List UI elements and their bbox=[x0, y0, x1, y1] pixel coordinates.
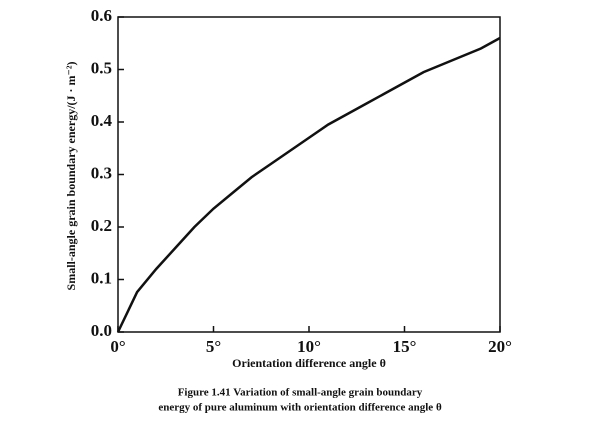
x-tick-label: 5° bbox=[206, 337, 221, 356]
y-tick-label: 0.5 bbox=[91, 58, 112, 77]
y-tick-label: 0.3 bbox=[91, 163, 112, 182]
x-tick-label: 15° bbox=[393, 337, 417, 356]
x-tick-label: 0° bbox=[110, 337, 125, 356]
x-tick-label: 10° bbox=[297, 337, 321, 356]
y-axis-label: Small-angle grain boundary energy/(J · m… bbox=[64, 62, 78, 291]
y-tick-label: 0.4 bbox=[91, 111, 113, 130]
x-tick-label: 20° bbox=[488, 337, 512, 356]
caption: Figure 1.41 Variation of small-angle gra… bbox=[178, 387, 423, 399]
y-tick-label: 0.6 bbox=[91, 6, 112, 25]
caption: energy of pure aluminum with orientation… bbox=[158, 402, 442, 414]
y-tick-label: 0.2 bbox=[91, 216, 112, 235]
y-tick-label: 0.1 bbox=[91, 268, 112, 287]
data-line bbox=[116, 36, 501, 333]
y-tick-label: 0.0 bbox=[91, 321, 112, 340]
x-axis-label: Orientation difference angle θ bbox=[232, 356, 386, 370]
